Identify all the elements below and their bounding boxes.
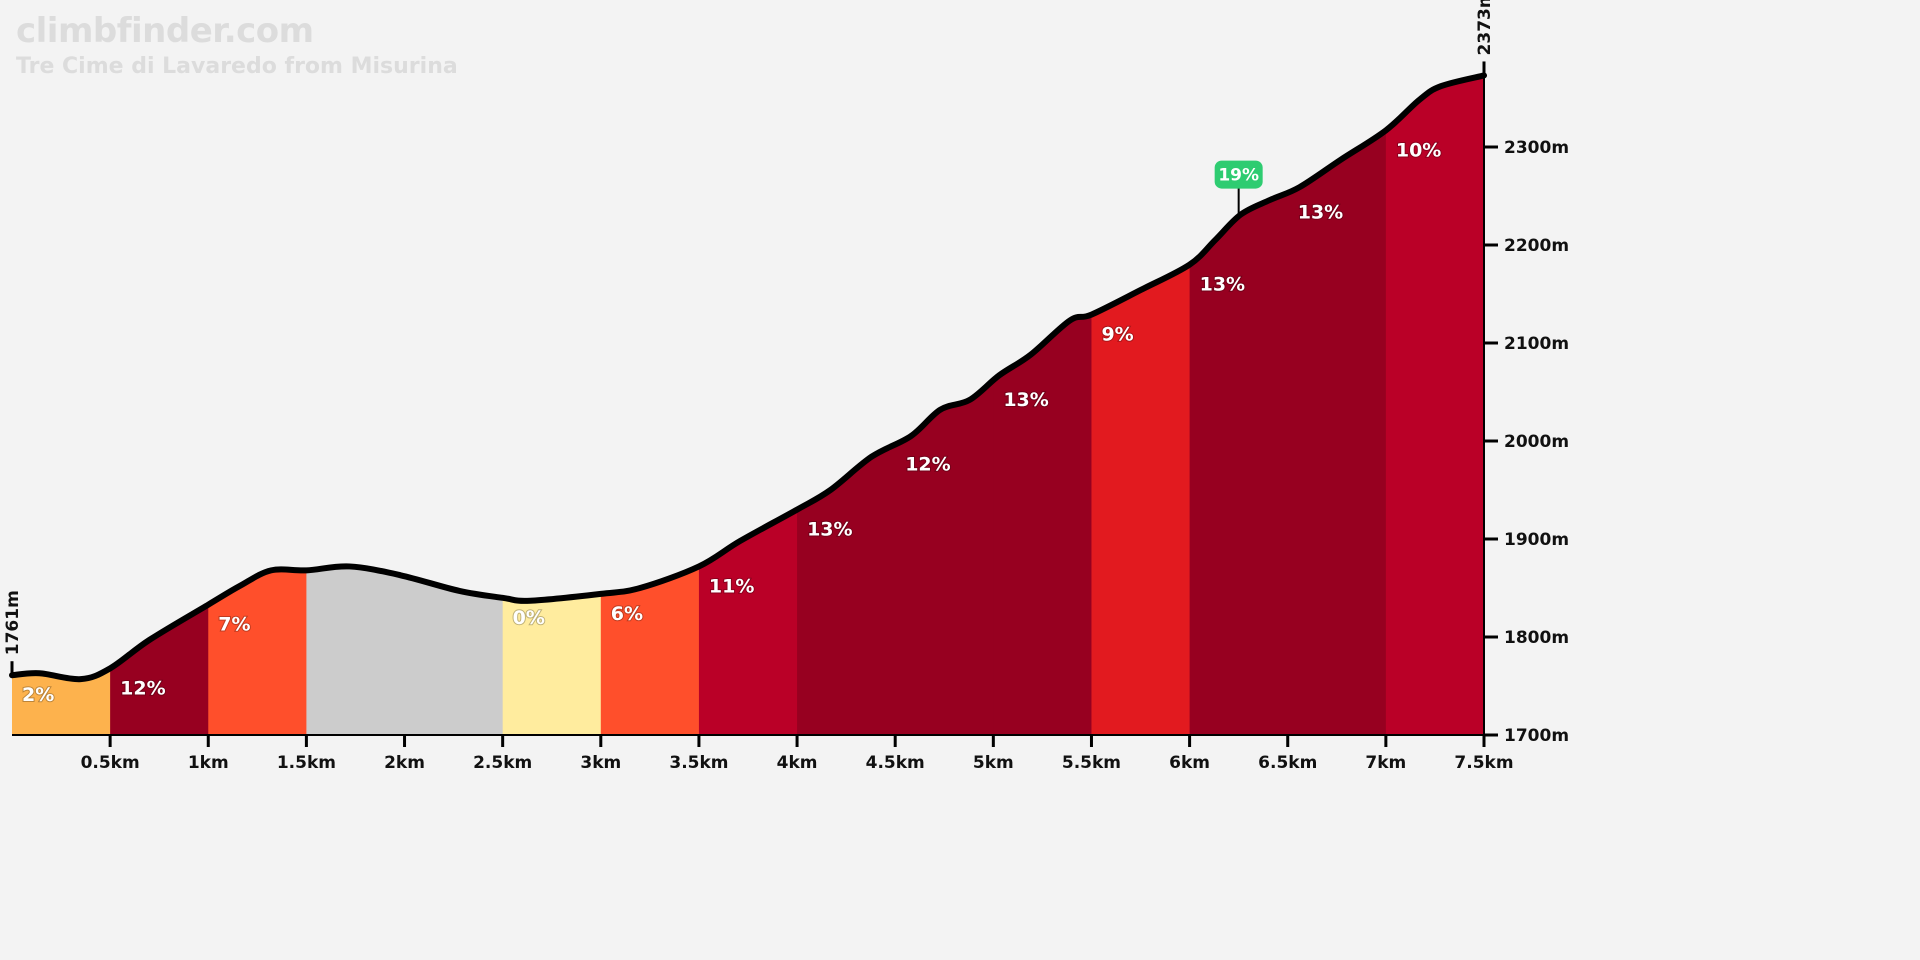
x-tick-label: 7km — [1365, 753, 1406, 773]
x-tick-label: 2.5km — [473, 753, 532, 773]
gradient-segment — [110, 75, 209, 735]
x-tick-label: 5.5km — [1062, 753, 1121, 773]
x-tick-label: 6km — [1169, 753, 1210, 773]
y-tick-label: 1800m — [1504, 628, 1569, 648]
gradient-segment — [1287, 75, 1387, 735]
gradient-segment — [12, 75, 111, 735]
gradient-segment — [895, 75, 994, 735]
y-tick-label: 2000m — [1504, 432, 1569, 452]
gradient-segment — [1091, 75, 1191, 735]
segment-gradient-label: 13% — [1298, 201, 1343, 223]
segment-gradient-label: 7% — [218, 614, 250, 636]
x-tick-label: 3km — [580, 753, 621, 773]
y-tick-label: 2300m — [1504, 138, 1569, 158]
start-elevation-label: 1761m — [3, 590, 23, 655]
end-elevation-label: 2373m — [1475, 0, 1495, 55]
x-tick-label: 1km — [188, 753, 229, 773]
gradient-segment — [306, 75, 504, 735]
segment-gradient-label: 10% — [1396, 139, 1441, 161]
segment-gradient-label: 2% — [22, 684, 54, 706]
gradient-segment — [1385, 75, 1484, 735]
climb-title: Tre Cime di Lavaredo from Misurina — [16, 54, 458, 79]
site-logo-text: climbfinder.com — [16, 11, 314, 51]
segment-gradient-label: 9% — [1101, 324, 1133, 346]
segment-gradient-label: 13% — [1003, 389, 1048, 411]
segment-gradient-label: 12% — [905, 453, 950, 475]
y-tick-label: 1700m — [1504, 726, 1569, 746]
max-gradient-label: 19% — [1218, 166, 1259, 186]
x-tick-label: 5km — [973, 753, 1014, 773]
gradient-segment — [797, 75, 896, 735]
segment-gradient-label: 6% — [611, 603, 643, 625]
segment-gradient-label: 12% — [120, 677, 165, 699]
x-tick-label: 1.5km — [277, 753, 336, 773]
x-tick-label: 7.5km — [1454, 753, 1513, 773]
y-tick-label: 1900m — [1504, 530, 1569, 550]
max-gradient-badge — [1214, 160, 1263, 189]
x-tick-label: 4.5km — [866, 753, 925, 773]
x-tick-label: 3.5km — [669, 753, 728, 773]
gradient-segment — [698, 75, 798, 735]
segment-gradient-label: 11% — [709, 575, 754, 597]
x-tick-label: 4km — [777, 753, 818, 773]
x-tick-label: 6.5km — [1258, 753, 1317, 773]
segment-gradient-label: 13% — [1200, 274, 1245, 296]
profile-line — [9, 72, 1487, 683]
x-tick-label: 0.5km — [81, 753, 140, 773]
x-tick-label: 2km — [384, 753, 425, 773]
y-tick-label: 2200m — [1504, 236, 1569, 256]
gradient-segment — [1189, 75, 1289, 735]
segment-gradient-label: 13% — [807, 519, 852, 541]
segment-gradient-label: 0% — [513, 607, 545, 629]
y-tick-label: 2100m — [1504, 334, 1569, 354]
